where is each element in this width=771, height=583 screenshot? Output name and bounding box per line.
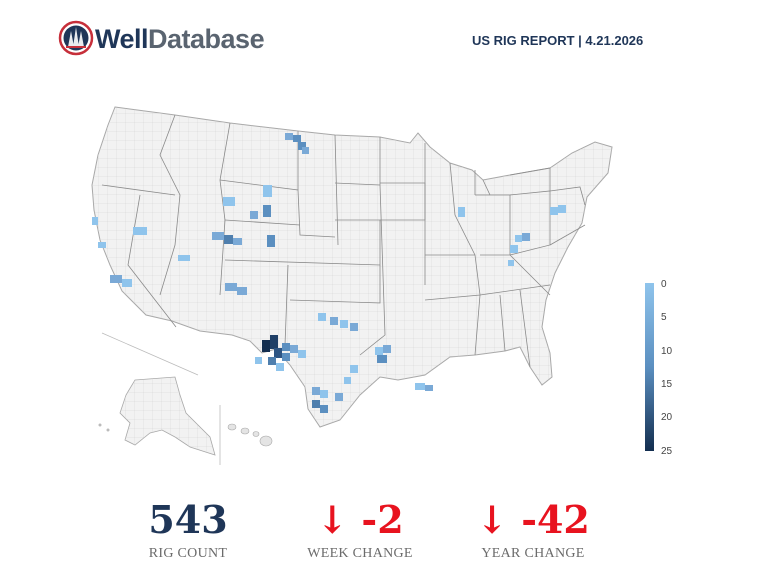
year-change-number: -42 [521,497,590,542]
rig-count-value: 543 [148,497,228,542]
week-change-number: -2 [361,497,404,542]
rig-count-legend: 0 5 10 15 20 25 [645,280,673,457]
logo-wordmark: WellDatabase [95,24,265,55]
week-change-arrow-icon: ↓ [316,497,349,542]
legend-tick-4: 20 [661,412,673,423]
rig-count-label: RIG COUNT [148,546,228,561]
year-change-label: YEAR CHANGE [481,546,585,561]
legend-tick-1: 5 [661,312,667,323]
year-change-value: ↓ -42 [453,500,613,540]
legend-tick-3: 15 [661,379,673,390]
legend-tick-0: 0 [661,280,667,290]
rig-count-stat: 543 RIG COUNT [108,500,268,562]
week-change-stat: ↓ -2 WEEK CHANGE [280,500,440,562]
week-change-label: WEEK CHANGE [307,546,413,561]
brand-rest: Database [148,24,265,54]
inset-dividers [101,332,221,465]
welldatabase-logo [58,20,94,56]
year-change-arrow-icon: ↓ [476,497,508,542]
hawaii-inset [227,423,273,447]
week-change-value: ↓ -2 [280,500,440,540]
report-title: US RIG REPORT | 4.21.2026 [472,33,644,48]
us-rig-map [91,106,613,465]
legend-tick-2: 10 [661,346,673,357]
year-change-stat: ↓ -42 YEAR CHANGE [453,500,613,562]
legend-color-bar [645,283,654,451]
legend-tick-5: 25 [661,446,673,457]
rig-counties [92,133,566,413]
brand-strong: Well [95,24,149,54]
alaska-inset [98,376,216,456]
